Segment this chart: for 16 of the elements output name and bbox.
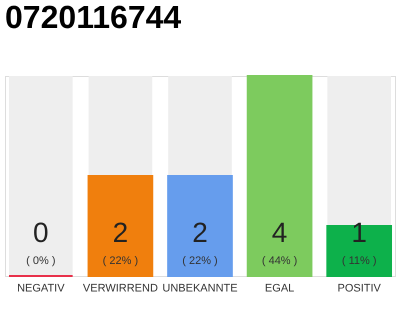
data-label: 1: [351, 217, 367, 248]
annotation: ( 44% ): [262, 255, 298, 267]
data-label: 4: [272, 217, 288, 248]
x-tick-label: UNBEKANNTE: [162, 282, 238, 294]
annotation: ( 11% ): [342, 255, 377, 267]
x-tick-label: VERWIRREND: [82, 282, 158, 294]
data-label: 2: [112, 217, 128, 248]
annotation: ( 22% ): [182, 255, 218, 267]
x-tick-label: NEGATIV: [17, 282, 66, 294]
data-label: 0: [33, 217, 49, 248]
data-label: 2: [192, 217, 208, 248]
x-tick-label: POSITIV: [337, 282, 382, 294]
annotation: ( 0% ): [26, 255, 56, 267]
annotation: ( 22% ): [102, 255, 138, 267]
x-tick-label: EGAL: [264, 282, 294, 294]
chart-title: 0720116744: [5, 0, 182, 35]
